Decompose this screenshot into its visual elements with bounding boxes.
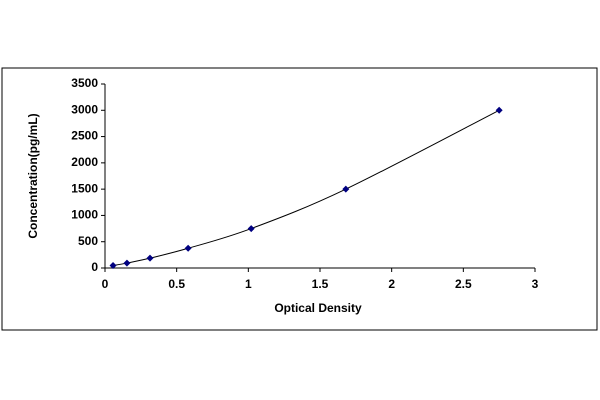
trend-line: [112, 109, 500, 267]
x-axis-label: Optical Density: [274, 301, 362, 315]
x-tick-label: 2: [388, 277, 395, 291]
data-point: [146, 254, 154, 262]
x-tick-label: 2.5: [455, 277, 472, 291]
x-tick-label: 1: [245, 277, 252, 291]
x-tick-label: 1.5: [312, 277, 329, 291]
x-tick-label: 3: [532, 277, 539, 291]
y-tick-label: 3000: [71, 102, 98, 116]
data-point: [123, 259, 131, 267]
y-tick-label: 2500: [71, 129, 98, 143]
y-tick-label: 1000: [71, 208, 98, 222]
data-point: [495, 106, 503, 114]
chart-frame: [1, 67, 598, 331]
y-tick-label: 1500: [71, 181, 98, 195]
y-tick-label: 2000: [71, 155, 98, 169]
data-point: [342, 185, 350, 193]
y-tick-label: 500: [78, 234, 98, 248]
data-point: [184, 244, 192, 252]
y-tick-label: 0: [91, 260, 98, 274]
x-tick-label: 0: [102, 277, 109, 291]
data-point: [109, 262, 117, 270]
data-point: [247, 225, 255, 233]
x-tick-label: 0.5: [168, 277, 185, 291]
y-tick-label: 3500: [71, 76, 98, 90]
y-axis-label: Concentration(pg/mL): [26, 113, 40, 238]
